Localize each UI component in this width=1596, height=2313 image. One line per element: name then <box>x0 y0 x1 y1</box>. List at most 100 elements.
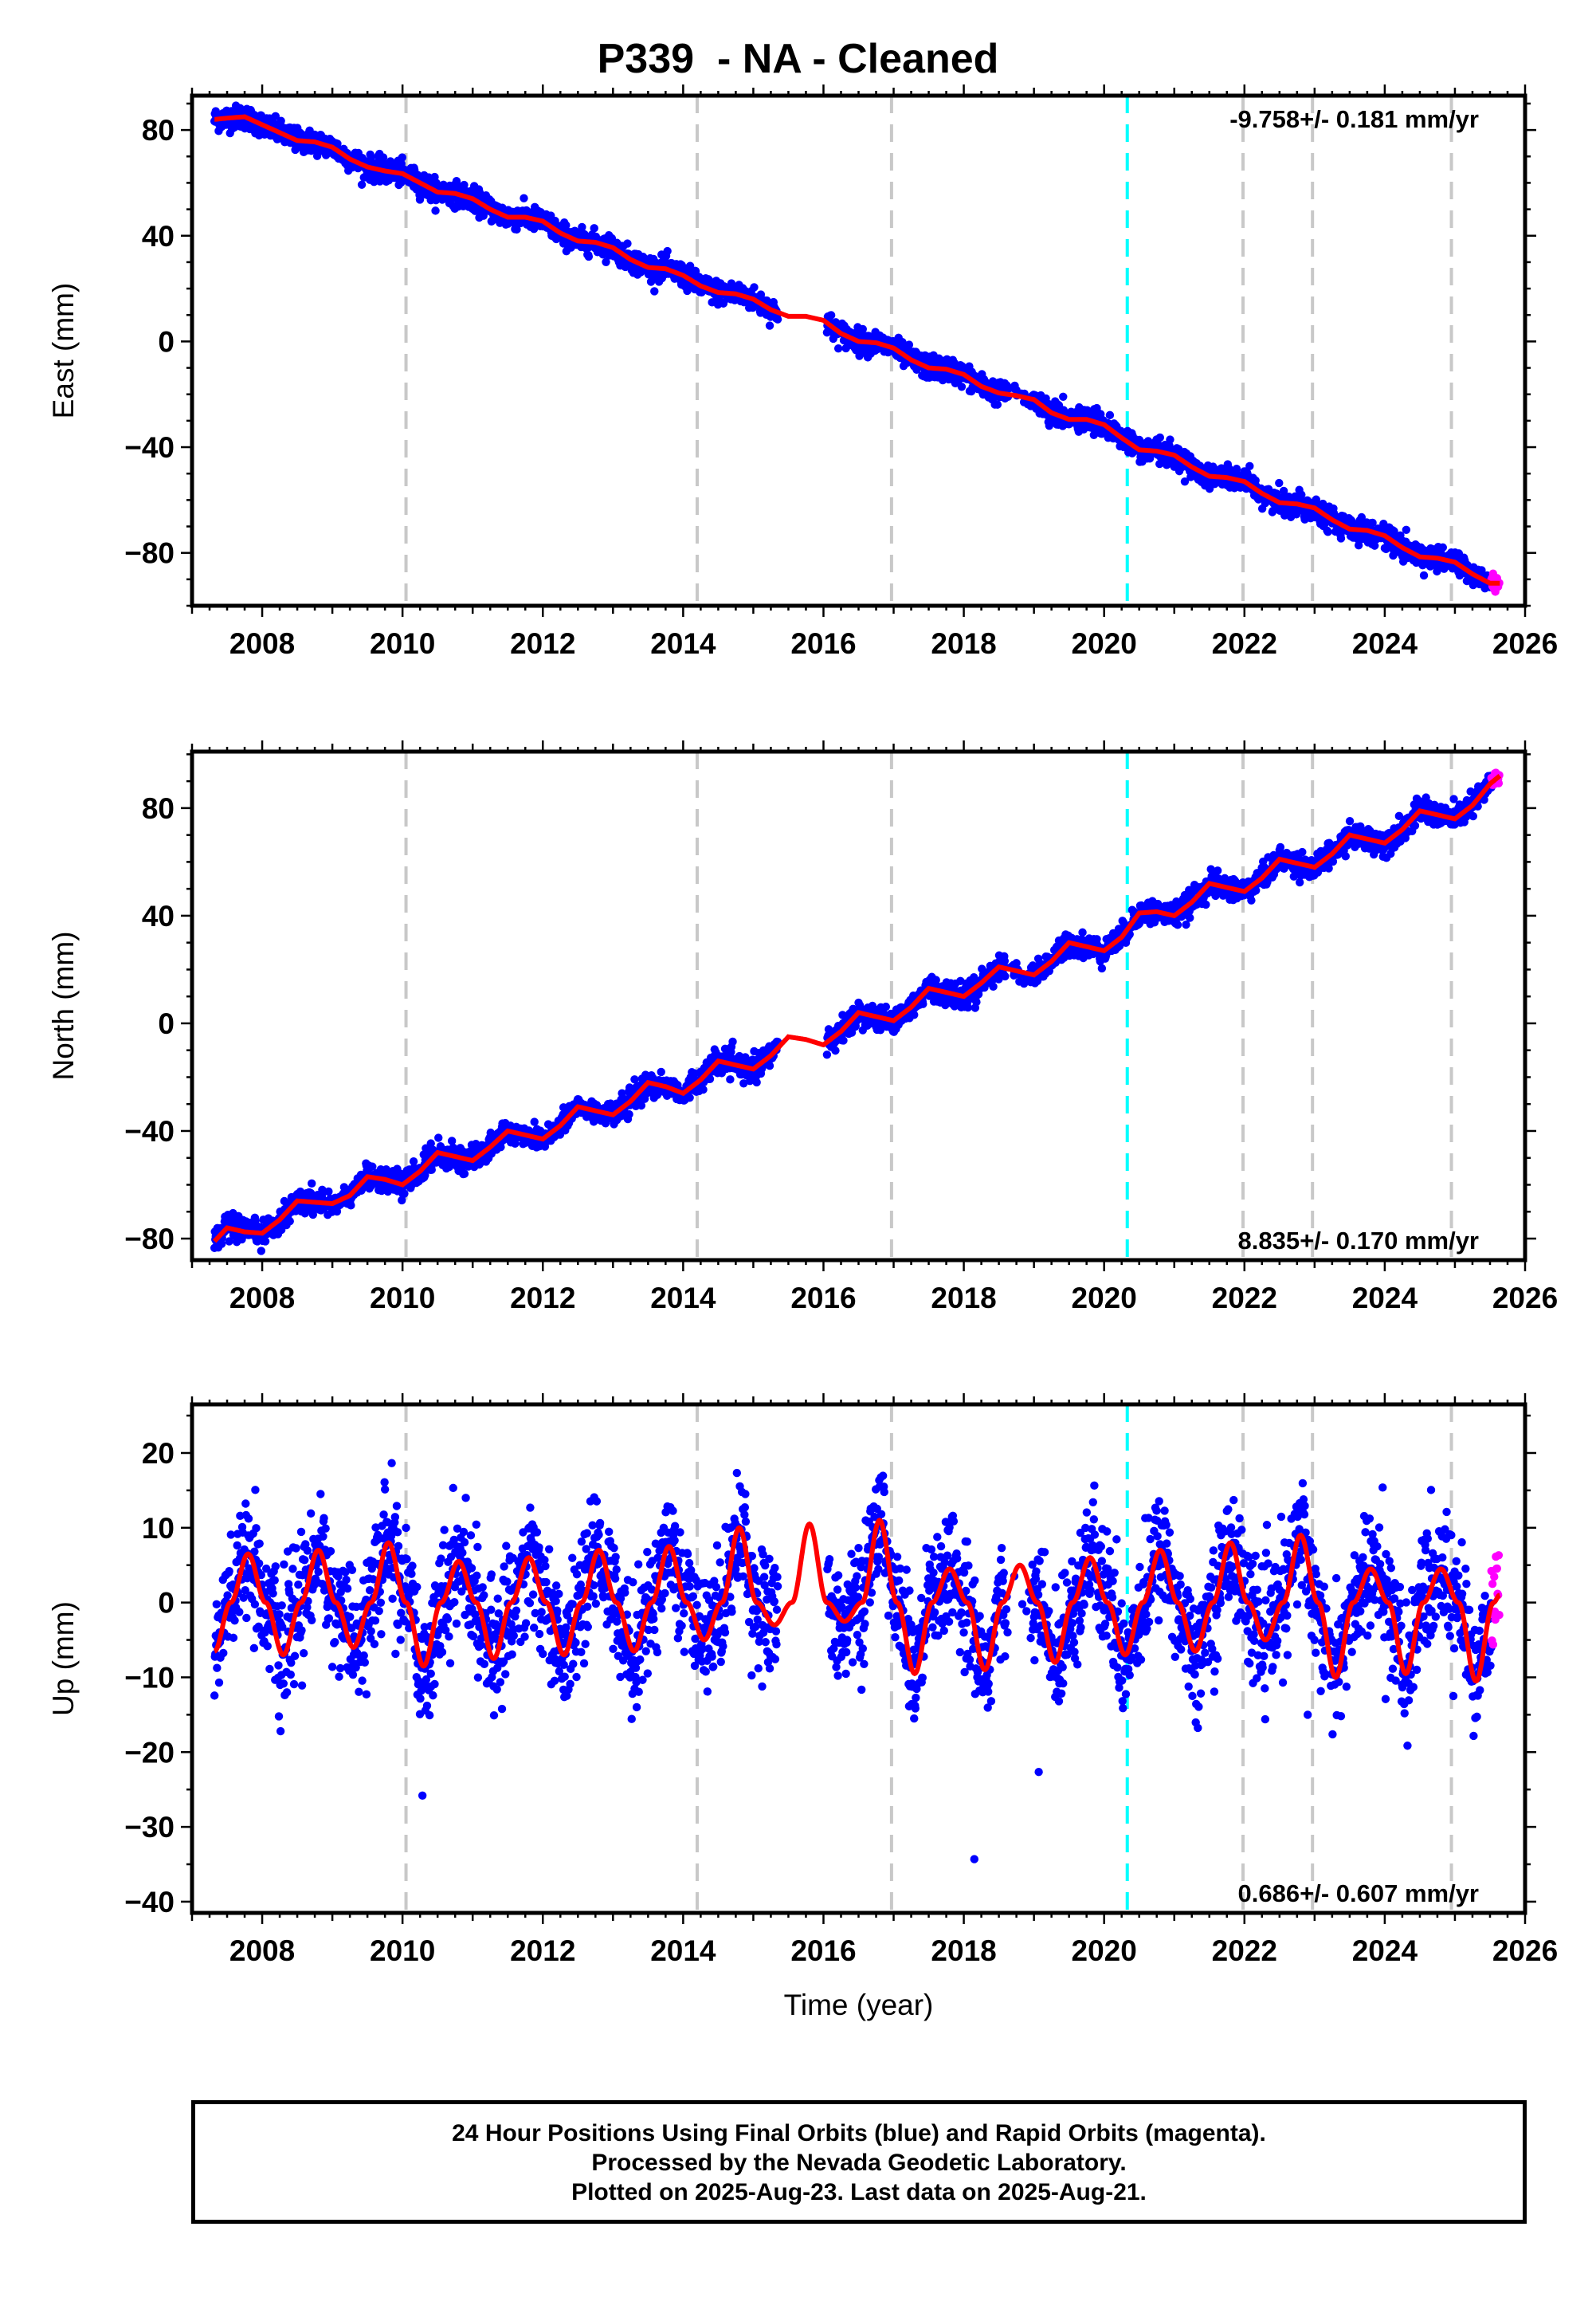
final-orbit-point <box>398 153 407 162</box>
final-orbit-point <box>1438 543 1448 552</box>
final-orbit-point <box>910 1011 919 1019</box>
final-orbit-point <box>368 1162 377 1171</box>
final-orbit-point <box>745 1076 755 1086</box>
final-orbit-point <box>705 1074 715 1083</box>
east-plot-area <box>210 96 1504 606</box>
final-orbit-point <box>397 179 406 187</box>
final-orbit-point <box>257 1247 266 1255</box>
final-orbit-point <box>765 1061 774 1070</box>
page-title: P339 - NA - Cleaned <box>597 36 999 82</box>
final-orbit-point <box>1180 477 1190 486</box>
final-orbit-point <box>1275 478 1284 488</box>
final-orbit-point <box>752 1078 761 1087</box>
x-tick-label: 2024 <box>1352 627 1418 660</box>
north-plot-area <box>210 752 1504 1260</box>
final-orbit-point <box>826 311 836 320</box>
y-tick-label: 40 <box>142 220 175 253</box>
final-orbit-point <box>1225 464 1233 473</box>
final-orbit-point <box>904 340 914 349</box>
final-orbit-point <box>773 315 782 324</box>
final-orbit-point <box>431 206 440 215</box>
final-orbit-point <box>1105 410 1115 420</box>
final-orbit-point <box>728 1037 737 1047</box>
final-orbit-point <box>1402 525 1411 535</box>
final-orbit-point <box>858 324 867 334</box>
panel-east: 2008 2010 2012 2014 2016 2018 2020 2022 2024 2026… <box>47 84 1558 660</box>
final-orbit-point <box>409 1157 418 1166</box>
final-orbit-point <box>726 1075 735 1084</box>
final-orbit-point <box>520 194 528 202</box>
x-tick-label: 2010 <box>370 627 435 660</box>
final-orbit-point <box>750 283 759 292</box>
final-orbit-point <box>276 116 285 125</box>
final-orbit-point <box>1319 499 1327 509</box>
y-tick-label: −80 <box>124 537 175 570</box>
final-orbit-point <box>217 1239 226 1248</box>
final-orbit-point <box>1155 433 1164 442</box>
east-model-fit-line <box>214 114 1500 586</box>
panel-north: 2008 2010 2012 2014 2016 2018 2020 2022 2024 2026… <box>47 740 1558 1314</box>
final-orbit-point <box>357 180 367 189</box>
final-orbit-point <box>1368 518 1377 528</box>
final-orbit-point <box>375 177 385 186</box>
final-orbit-point <box>972 997 981 1007</box>
final-orbit-point <box>822 1050 832 1059</box>
final-orbit-point <box>1232 464 1241 473</box>
x-tick-label: 2008 <box>229 627 295 660</box>
final-orbit-point <box>584 252 594 261</box>
final-orbit-point <box>833 344 843 353</box>
final-orbit-point <box>765 321 774 330</box>
final-orbit-point <box>657 1067 665 1077</box>
final-orbit-point <box>1357 512 1367 522</box>
final-orbit-point <box>1419 571 1429 580</box>
y-tick-label: 80 <box>142 114 175 147</box>
final-orbit-point <box>881 1002 891 1011</box>
final-orbit-point <box>683 286 692 296</box>
y-tick-label: 0 <box>158 325 175 358</box>
final-orbit-point <box>963 1003 973 1012</box>
final-orbit-point <box>511 1139 520 1149</box>
final-orbit-point <box>957 383 967 391</box>
x-tick-label: 2020 <box>1072 627 1137 660</box>
final-orbit-point <box>447 1137 457 1145</box>
final-orbit-point <box>261 1237 270 1246</box>
final-orbit-point <box>989 982 998 992</box>
final-orbit-point <box>625 1109 633 1119</box>
final-orbit-point <box>415 195 425 204</box>
x-tick-label: 2026 <box>1492 627 1558 660</box>
final-orbit-point <box>623 239 632 248</box>
final-orbit-point <box>1371 541 1379 550</box>
x-tick-label: 2012 <box>510 627 575 660</box>
final-orbit-point <box>831 1046 840 1055</box>
final-orbit-point <box>324 1187 333 1196</box>
final-orbit-point <box>839 1036 848 1045</box>
final-orbit-point <box>993 400 1002 409</box>
final-orbit-point <box>578 222 586 232</box>
final-orbit-point <box>308 1179 316 1188</box>
final-orbit-point <box>1279 486 1288 496</box>
x-tick-label: 2022 <box>1212 627 1277 660</box>
final-orbit-point <box>512 225 521 234</box>
final-orbit-point <box>637 1101 646 1110</box>
x-tick-label: 2016 <box>790 627 856 660</box>
final-orbit-point <box>602 257 610 267</box>
final-orbit-point <box>562 221 571 230</box>
final-orbit-point <box>1059 392 1068 401</box>
final-orbit-point <box>630 1075 639 1084</box>
final-orbit-point <box>460 1169 469 1178</box>
final-orbit-point <box>400 1189 409 1198</box>
final-orbit-point <box>426 1139 435 1148</box>
final-orbit-point <box>1245 461 1254 471</box>
final-orbit-point <box>1297 490 1306 499</box>
final-orbit-point <box>1336 534 1346 543</box>
final-orbit-point <box>285 1216 294 1226</box>
final-orbit-point <box>699 1085 708 1094</box>
final-orbit-point <box>590 224 598 233</box>
final-orbit-point <box>919 999 927 1008</box>
final-orbit-point <box>225 1237 233 1246</box>
final-orbit-point <box>1166 435 1174 444</box>
final-orbit-point <box>1096 410 1105 418</box>
final-orbit-point <box>739 1079 748 1088</box>
final-orbit-point <box>434 1133 443 1142</box>
